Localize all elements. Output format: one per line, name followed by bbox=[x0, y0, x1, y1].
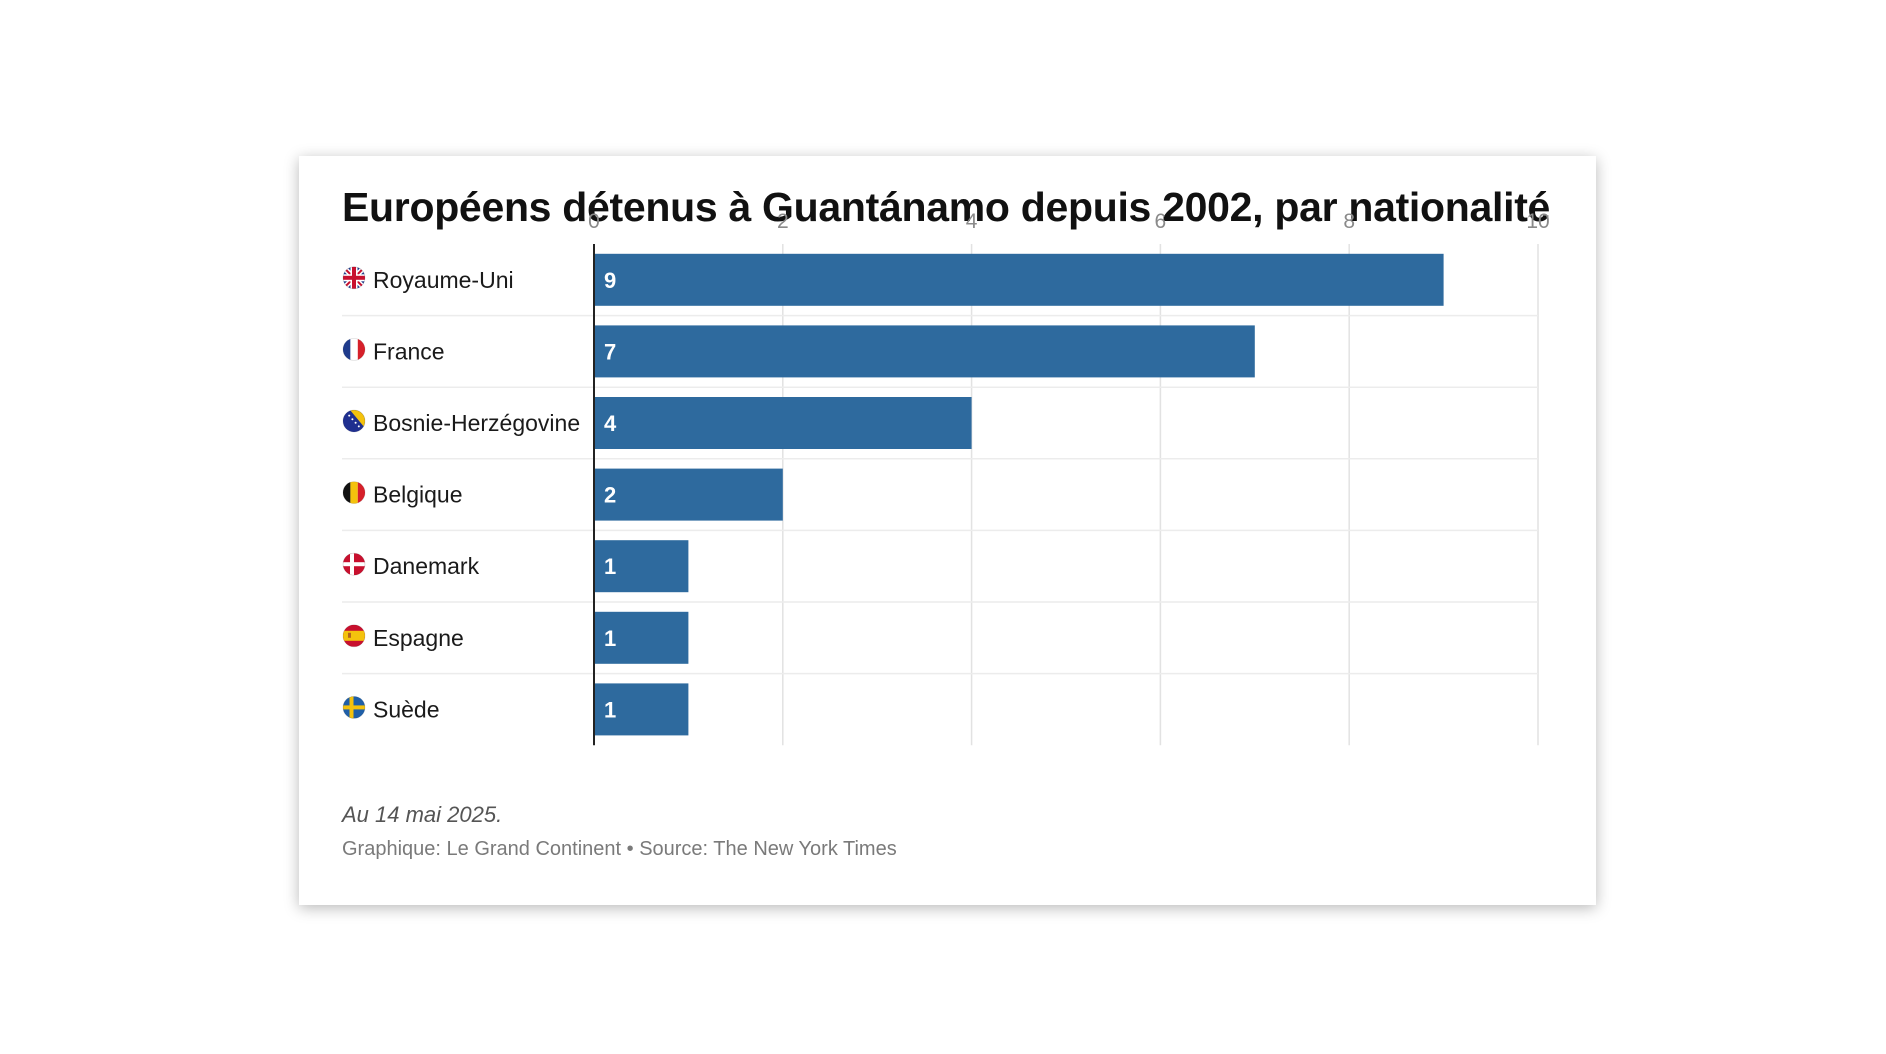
bar bbox=[594, 468, 783, 521]
chart-source: Graphique: Le Grand Continent • Source: … bbox=[342, 838, 897, 860]
category-label: Bosnie-Herzégovine bbox=[373, 410, 580, 436]
x-tick-label: 2 bbox=[777, 210, 789, 233]
x-tick-label: 0 bbox=[588, 210, 600, 233]
bosnia-flag-icon bbox=[342, 409, 366, 433]
category-label: Espagne bbox=[373, 625, 464, 651]
bar-value-label: 2 bbox=[604, 483, 616, 508]
bar-value-label: 1 bbox=[604, 554, 616, 579]
uk-flag-icon bbox=[342, 266, 366, 290]
chart-note: Au 14 mai 2025. bbox=[342, 802, 503, 827]
x-tick-label: 6 bbox=[1155, 210, 1167, 233]
spain-flag-icon bbox=[342, 624, 366, 648]
bar-chart: 9 Royaume-Uni 7 France 4 Bosnie-Herzégovine 2 B… bbox=[342, 210, 1550, 746]
x-tick-label: 8 bbox=[1343, 210, 1355, 233]
category-label: Danemark bbox=[373, 553, 480, 579]
x-tick-label: 4 bbox=[966, 210, 978, 233]
bar bbox=[594, 253, 1444, 306]
category-label: Royaume-Uni bbox=[373, 267, 514, 293]
bar bbox=[594, 683, 689, 736]
category-label: Suède bbox=[373, 696, 440, 722]
bar bbox=[594, 540, 689, 593]
sweden-flag-icon bbox=[342, 696, 366, 719]
belgium-flag-icon bbox=[342, 481, 366, 505]
category-label: Belgique bbox=[373, 482, 463, 508]
bar-value-label: 7 bbox=[604, 339, 616, 364]
bar bbox=[594, 611, 689, 664]
category-label: France bbox=[373, 338, 445, 364]
chart-title: Européens détenus à Guantánamo depuis 20… bbox=[342, 184, 1551, 230]
chart-card: Européens détenus à Guantánamo depuis 20… bbox=[299, 156, 1596, 905]
x-tick-label: 10 bbox=[1526, 210, 1549, 233]
bar-value-label: 1 bbox=[604, 626, 616, 651]
france-flag-icon bbox=[342, 337, 366, 361]
bar bbox=[594, 325, 1255, 378]
bar-value-label: 9 bbox=[604, 268, 616, 293]
bar bbox=[594, 397, 972, 449]
denmark-flag-icon bbox=[342, 552, 366, 576]
bar-value-label: 1 bbox=[604, 697, 616, 722]
bar-value-label: 4 bbox=[604, 411, 617, 436]
